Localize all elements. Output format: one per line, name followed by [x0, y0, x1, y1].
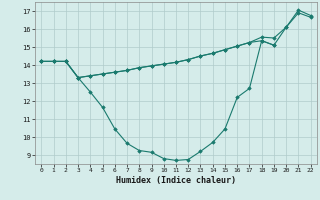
X-axis label: Humidex (Indice chaleur): Humidex (Indice chaleur): [116, 176, 236, 185]
